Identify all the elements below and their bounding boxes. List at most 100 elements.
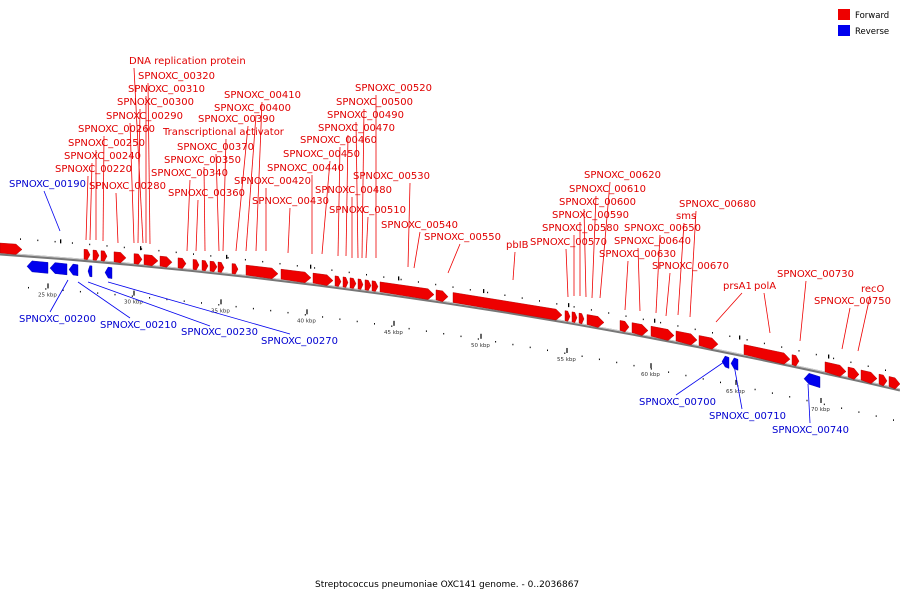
gene-label-spnoxc-00570: SPNOXC_00570 [530, 237, 607, 248]
track-dot-lower [858, 411, 860, 413]
track-dot-upper [504, 294, 506, 296]
forward-leader-line [85, 175, 89, 241]
gene-label-spnoxc-00650: SPNOXC_00650 [624, 223, 701, 234]
track-major-tick [483, 289, 485, 294]
forward-gene [586, 314, 605, 328]
scale-tick-label: 50 kbp [471, 343, 490, 349]
legend-forward-label: Forward [855, 11, 889, 21]
forward-gene [357, 278, 364, 290]
forward-gene [650, 325, 675, 341]
gene-label-spnoxc-00350: SPNOXC_00350 [164, 155, 241, 166]
track-major-tick [310, 264, 312, 269]
gene-label-spnoxc-00710: SPNOXC_00710 [709, 411, 786, 422]
forward-leader-line [287, 207, 291, 254]
forward-gene [312, 272, 334, 286]
track-dot-lower [339, 318, 341, 320]
forward-leader-line [715, 292, 743, 323]
track-dot-lower [806, 399, 808, 402]
gene-label-spnoxc-00440: SPNOXC_00440 [267, 163, 344, 174]
forward-leader-line [361, 108, 365, 259]
track-major-tick [739, 335, 741, 340]
track-dot-lower [460, 335, 462, 338]
gene-label-spnoxc-00610: SPNOXC_00610 [569, 184, 646, 195]
track-dot-lower [183, 300, 185, 302]
track-dot-upper [106, 245, 108, 247]
gene-label-spnoxc-00360: SPNOXC_00360 [168, 188, 245, 199]
track-dot-lower [28, 286, 29, 289]
track-dot-lower [685, 374, 687, 377]
track-dot-upper [400, 278, 402, 281]
track-dot-lower [149, 297, 151, 299]
forward-gene [631, 322, 649, 336]
genome-backbone [0, 252, 900, 392]
gene-label-spnoxc-00700: SPNOXC_00700 [639, 397, 716, 408]
forward-gene [379, 281, 435, 300]
reverse-leader-line [43, 190, 61, 232]
track-major-tick [828, 354, 830, 359]
forward-gene [0, 242, 23, 255]
track-dot-lower [564, 352, 566, 354]
track-dot-upper [469, 289, 471, 291]
gene-label-spnoxc-00300: SPNOXC_00300 [117, 97, 194, 108]
track-dot-lower [495, 341, 497, 343]
forward-leader-line [447, 243, 461, 274]
reverse-leader-line [807, 383, 811, 424]
track-major-tick [398, 276, 400, 281]
forward-leader-line [203, 166, 206, 252]
track-dot-lower [114, 293, 116, 296]
forward-gene [245, 264, 279, 279]
gene-label-pola: polA [754, 281, 776, 292]
forward-leader-line [512, 251, 516, 281]
track-dot-upper [539, 300, 540, 302]
track-major-tick [140, 246, 142, 251]
track-dot-lower [668, 371, 670, 373]
forward-leader-line [591, 195, 597, 299]
gene-label-spnoxc-00410: SPNOXC_00410 [224, 90, 301, 101]
gene-label-spnoxc-00190: SPNOXC_00190 [9, 179, 86, 190]
track-dot-lower [893, 419, 894, 421]
track-dot-upper [660, 321, 662, 324]
track-dot-upper [867, 365, 869, 367]
scale-tick-label: 60 kbp [641, 372, 660, 378]
forward-gene [847, 366, 860, 380]
track-dot-lower [771, 392, 773, 394]
legend-reverse-label: Reverse [855, 27, 889, 37]
track-dot-lower [166, 298, 168, 301]
gene-label-spnoxc-00320: SPNOXC_00320 [138, 71, 215, 82]
track-dot-lower [841, 407, 843, 409]
forward-leader-line [245, 114, 257, 252]
track-dot-upper [123, 246, 125, 249]
track-dot-upper [850, 361, 852, 364]
forward-gene [888, 376, 900, 390]
forward-gene [280, 268, 312, 284]
gene-label-spnoxc-00580: SPNOXC_00580 [542, 223, 619, 234]
track-dot-lower [235, 305, 237, 308]
forward-leader-line [195, 199, 199, 252]
reverse-gene [803, 373, 821, 389]
track-dot-lower [633, 364, 635, 367]
forward-gene [435, 289, 449, 302]
track-dot-lower [304, 314, 306, 316]
track-dot-upper [37, 239, 39, 242]
gene-label-spnoxc-00670: SPNOXC_00670 [652, 261, 729, 272]
reverse-leader-line [733, 364, 743, 410]
reverse-leader-line [77, 281, 131, 319]
track-dot-lower [425, 330, 427, 332]
track-dot-upper [677, 325, 679, 327]
scale-tick-label: 65 kbp [726, 389, 745, 395]
forward-gene [743, 344, 791, 365]
track-dot-upper [262, 260, 264, 263]
forward-gene [564, 310, 571, 322]
track-dot-upper [815, 353, 817, 356]
forward-leader-line [129, 122, 135, 244]
genome-caption: Streptococcus pneumoniae OXC141 genome. … [315, 580, 579, 590]
reverse-gene [68, 263, 79, 277]
gene-label-spnoxc-00210: SPNOXC_00210 [100, 320, 177, 331]
forward-leader-line [137, 108, 141, 244]
track-dot-lower [529, 346, 531, 349]
forward-leader-line [655, 234, 661, 314]
forward-gene [192, 259, 200, 271]
forward-gene [342, 276, 349, 288]
forward-gene [209, 260, 218, 273]
track-dot-upper [556, 303, 558, 305]
